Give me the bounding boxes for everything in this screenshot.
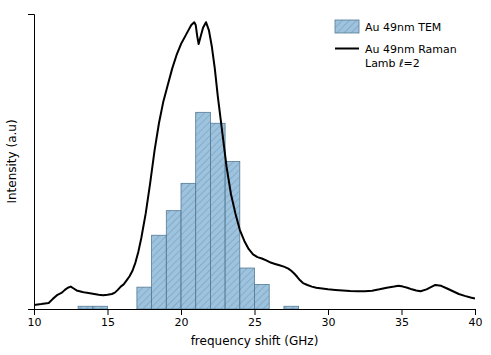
tick-label: 15 [101,316,115,329]
chart: 10 15 20 25 30 35 40 Au 49nm TEM Au 49nm RamanLa… [0,0,491,355]
tick-mark [475,309,476,315]
tick: 15 [101,309,115,329]
tick: 10 [28,309,42,329]
line [34,22,475,305]
legend-item: Au 49nm TEM [335,20,441,34]
axis-line [35,310,476,316]
tick-label: 10 [28,316,42,329]
tick: 20 [175,309,189,329]
legend-label: Au 49nm TEM [365,21,441,34]
tick-label: 35 [395,316,409,329]
histogram-bar [93,306,108,309]
plot-area: 10 15 20 25 30 35 40 Au 49nm TEM Au 49nm RamanLa… [28,15,483,329]
tick-mark [108,309,109,315]
tick-label: 20 [175,316,189,329]
histogram-bar [78,306,93,309]
histogram-bar [225,162,240,310]
histogram-bar [210,123,225,309]
legend-label: Au 49nm RamanLamb ℓ=2 [365,43,457,70]
legend-swatch [335,48,359,50]
tick-mark [328,309,329,315]
histogram-bar [240,268,255,309]
histogram-bar [255,284,270,309]
tick-mark [255,309,256,315]
histogram-bar [284,306,299,309]
legend-swatch [335,20,359,33]
y-axis-title: Intensity (a.u) [5,119,19,203]
tick-mark [181,309,182,315]
histogram-bar [181,183,196,309]
legend-item: Au 49nm RamanLamb ℓ=2 [335,43,457,70]
tick: 40 [469,309,483,329]
tick-label: 30 [322,316,336,329]
tick: 35 [395,309,409,329]
histogram-bar [166,211,181,309]
tick: 30 [322,309,336,329]
histogram-bar [137,287,152,309]
tick-label: 25 [248,316,262,329]
histogram-bar [196,112,211,309]
tick-mark [402,309,403,315]
marks [34,22,475,309]
histogram-bar [152,235,167,309]
x-axis: 10 15 20 25 30 35 40 [28,309,483,329]
tick-label: 40 [469,316,483,329]
legend: Au 49nm TEM Au 49nm RamanLamb ℓ=2 [335,20,457,70]
histogram [78,112,299,309]
axis-line [28,15,35,310]
y-axis [28,15,35,310]
tick: 25 [248,309,262,329]
x-axis-title: frequency shift (GHz) [191,334,319,348]
